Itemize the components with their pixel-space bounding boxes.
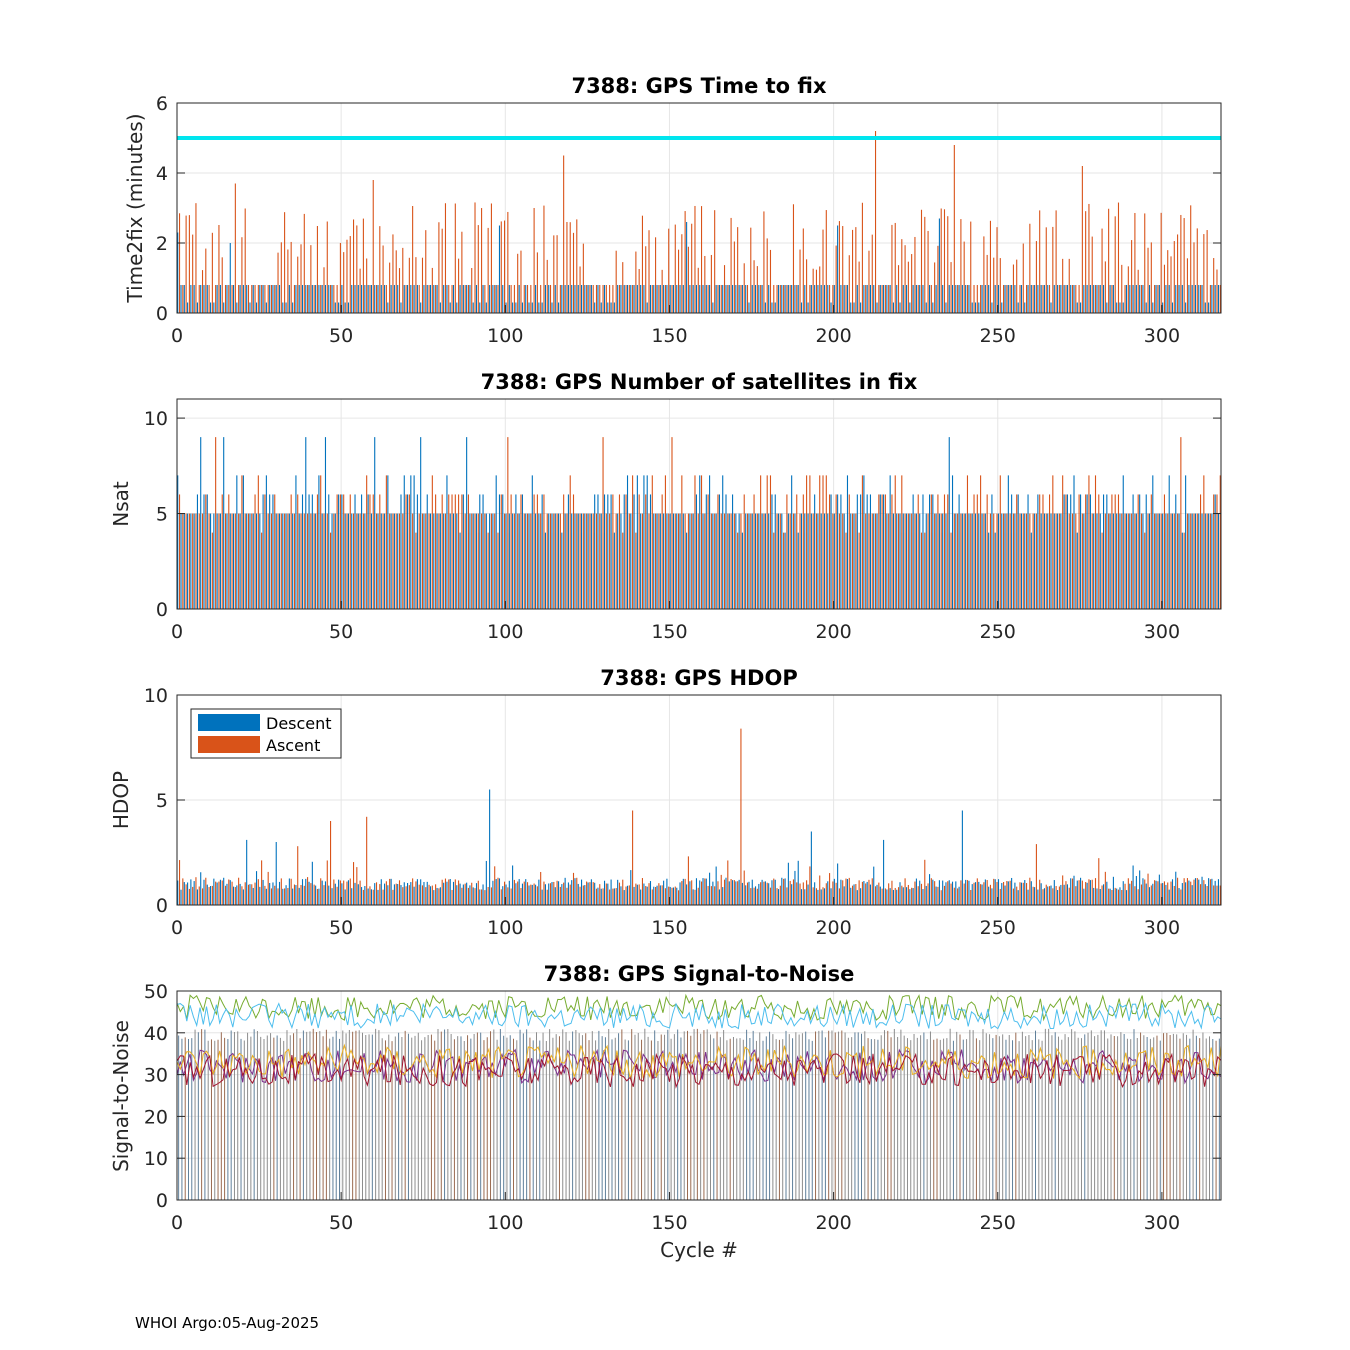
snr-line-max2: [176, 1001, 1222, 1030]
axes-background: [177, 991, 1221, 1200]
panel-time-to-fix: 0 50 100 150 200 250 300 0 2 4 6 7388: GPS Time to…: [123, 74, 1222, 347]
panel-number-of-satellites: 0 50 100 150 200 250 300 0 5 10 7388: GPS Number …: [109, 370, 1222, 643]
x-tick-label: 300: [1144, 917, 1180, 939]
axes-box: [176, 102, 1222, 314]
panel-title: 7388: GPS Signal-to-Noise: [544, 962, 855, 986]
panel-hdop: 0 50 100 150 200 250 300 0 5 10 7388: GPS HDOP HD…: [109, 666, 1222, 939]
y-tick-label: 0: [156, 303, 168, 325]
y-tick-label: 5: [156, 790, 168, 812]
panel-signal-to-noise: 0 50 100 150 200 250 300 0 10 20 30 40 50 7388: GPS …: [109, 962, 1222, 1262]
x-tick-label: 100: [487, 917, 523, 939]
panel-title: 7388: GPS Number of satellites in fix: [481, 370, 918, 394]
y-tick-label: 10: [144, 408, 168, 430]
y-tick-label: 0: [156, 895, 168, 917]
y-tick-label: 20: [144, 1106, 168, 1128]
x-tick-label: 200: [815, 325, 851, 347]
x-tick-label: 200: [815, 1212, 851, 1234]
y-tick-label: 0: [156, 599, 168, 621]
y-tick-label: 4: [156, 163, 168, 185]
x-tick-label: 250: [980, 917, 1016, 939]
x-tick-label: 300: [1144, 1212, 1180, 1234]
x-tick-label: 50: [329, 621, 353, 643]
x-tick-label: 0: [171, 1212, 183, 1234]
x-tick-label: 200: [815, 917, 851, 939]
x-tick-label: 250: [980, 1212, 1016, 1234]
y-tick-label: 0: [156, 1190, 168, 1212]
snr-line-max: [176, 993, 1222, 1022]
x-tick-label: 200: [815, 621, 851, 643]
legend-swatch-descent: [198, 714, 260, 731]
y-tick-label: 40: [144, 1023, 168, 1045]
x-tick-label: 150: [651, 1212, 687, 1234]
x-axis-label: Cycle #: [660, 1238, 738, 1262]
y-tick-label: 50: [144, 981, 168, 1003]
x-tick-label: 150: [651, 917, 687, 939]
axes-background: [177, 103, 1221, 313]
x-tick-label: 0: [171, 917, 183, 939]
snr-line-median: [176, 1043, 1222, 1080]
x-tick-label: 0: [171, 325, 183, 347]
y-axis-label: Nsat: [109, 481, 133, 527]
x-tick-label: 100: [487, 1212, 523, 1234]
axes-box: [176, 990, 1222, 1201]
x-tick-label: 0: [171, 621, 183, 643]
panel-title: 7388: GPS Time to fix: [571, 74, 827, 98]
x-tick-label: 250: [980, 325, 1016, 347]
y-tick-label: 10: [144, 1148, 168, 1170]
snr-line-min: [176, 1052, 1222, 1089]
x-tick-label: 100: [487, 325, 523, 347]
panel-title: 7388: GPS HDOP: [600, 666, 797, 690]
x-tick-label: 300: [1144, 325, 1180, 347]
y-tick-label: 10: [144, 685, 168, 707]
y-axis-label: HDOP: [109, 771, 133, 829]
footer-credit: WHOI Argo:05-Aug-2025: [135, 1314, 320, 1332]
legend-label-descent: Descent: [266, 714, 332, 733]
x-tick-label: 50: [329, 1212, 353, 1234]
legend-label-ascent: Ascent: [266, 736, 320, 755]
y-tick-label: 5: [156, 504, 168, 526]
x-tick-label: 150: [651, 621, 687, 643]
x-tick-label: 50: [329, 325, 353, 347]
axes-background: [177, 399, 1221, 609]
axes-box: [176, 398, 1222, 610]
x-tick-label: 150: [651, 325, 687, 347]
y-tick-label: 30: [144, 1065, 168, 1087]
y-tick-label: 2: [156, 233, 168, 255]
x-tick-label: 50: [329, 917, 353, 939]
y-axis-label: Signal-to-Noise: [109, 1020, 133, 1172]
legend: Descent Ascent: [190, 708, 342, 759]
x-tick-label: 100: [487, 621, 523, 643]
x-tick-label: 300: [1144, 621, 1180, 643]
y-axis-label: Time2fix (minutes): [123, 113, 147, 303]
y-tick-label: 6: [156, 93, 168, 115]
x-tick-label: 250: [980, 621, 1016, 643]
legend-swatch-ascent: [198, 736, 260, 753]
